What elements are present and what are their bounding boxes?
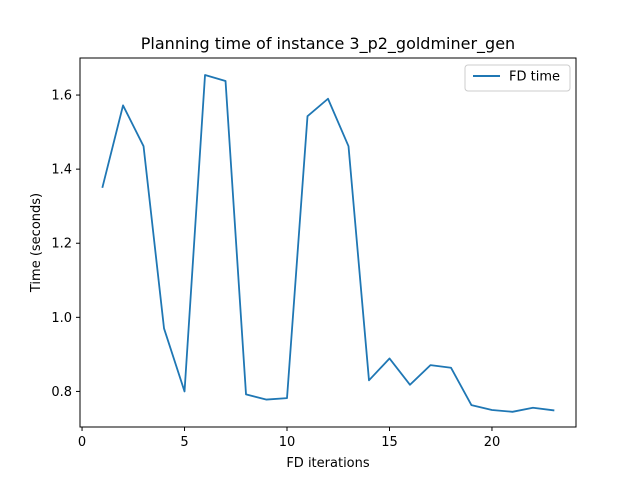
legend: FD time bbox=[464, 64, 571, 92]
x-tick-label: 0 bbox=[78, 435, 86, 450]
x-tick-label: 15 bbox=[381, 435, 398, 450]
x-tick-label: 20 bbox=[484, 435, 501, 450]
y-axis-ticks: 0.8 1.0 1.2 1.4 1.6 bbox=[51, 89, 80, 400]
y-tick-label: 1.4 bbox=[51, 163, 72, 178]
y-tick-label: 1.6 bbox=[51, 89, 72, 104]
y-tick-label: 1.0 bbox=[51, 311, 72, 326]
x-axis-ticks: 0 5 10 15 20 bbox=[78, 427, 500, 450]
x-axis-label: FD iterations bbox=[286, 456, 370, 471]
y-tick-label: 0.8 bbox=[51, 385, 72, 400]
chart-title: Planning time of instance 3_p2_goldminer… bbox=[141, 34, 515, 54]
series-layer bbox=[101, 74, 555, 413]
plot-area-frame bbox=[79, 57, 577, 428]
legend-box bbox=[464, 64, 571, 92]
y-axis-label: Time (seconds) bbox=[29, 193, 44, 293]
legend-label: FD time bbox=[509, 70, 560, 85]
x-tick-label: 10 bbox=[279, 435, 296, 450]
series-line-fd-time bbox=[101, 74, 555, 413]
y-tick-label: 1.2 bbox=[51, 237, 72, 252]
x-tick-label: 5 bbox=[180, 435, 188, 450]
plot-area-background bbox=[80, 58, 576, 427]
